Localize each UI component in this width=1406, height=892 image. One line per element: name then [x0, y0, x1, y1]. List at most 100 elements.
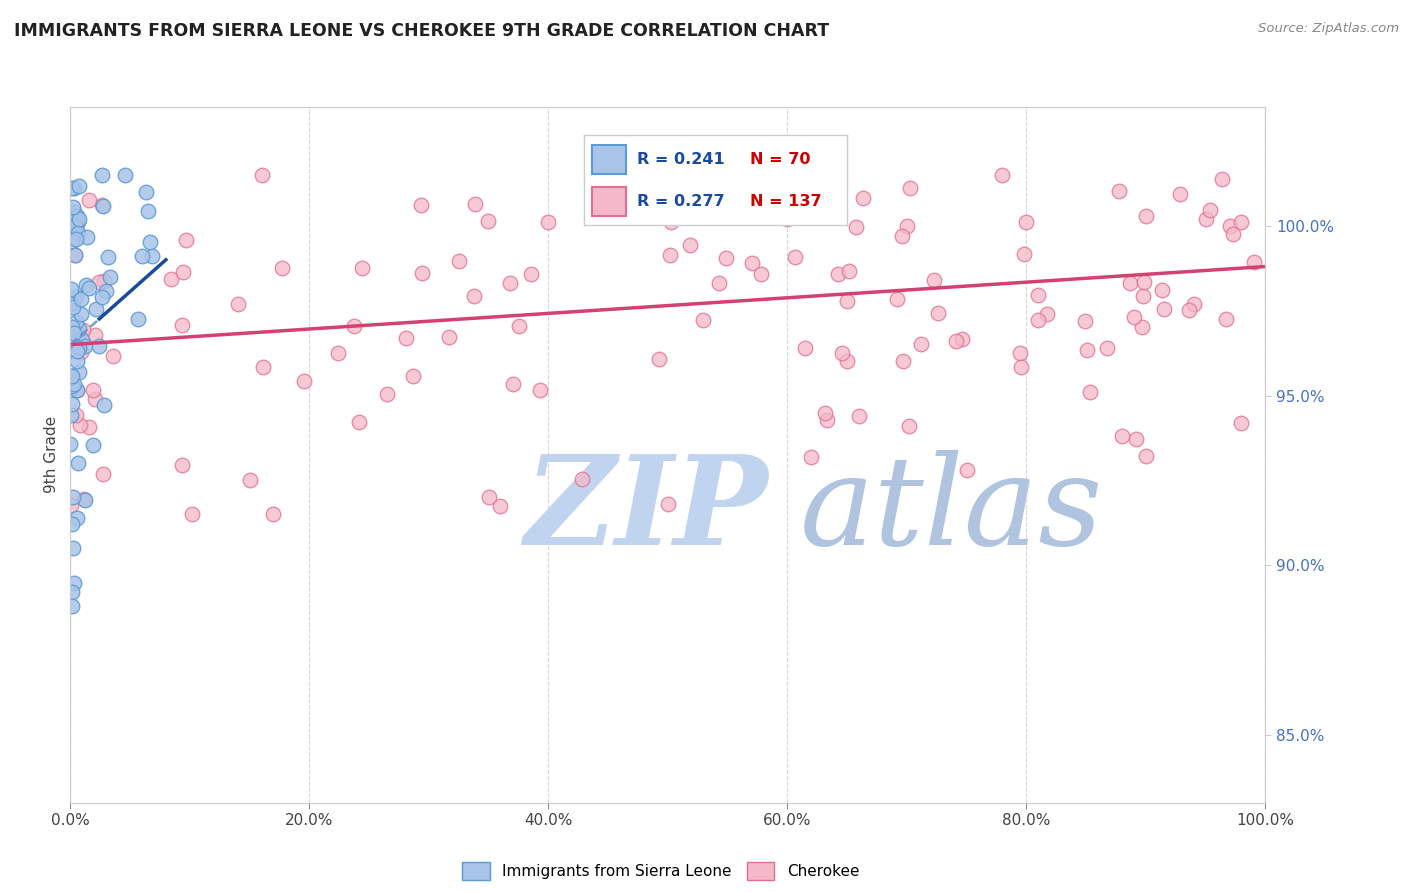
- Point: [60, 397, 83, 411]
- Point: [63, 326, 86, 341]
- Point: [180, 508, 202, 522]
- Point: [65, 408, 87, 422]
- Point: [1178, 303, 1201, 318]
- Point: [1243, 255, 1265, 269]
- Point: [402, 368, 425, 383]
- Point: [783, 250, 806, 264]
- Point: [945, 334, 967, 348]
- Point: [66, 215, 89, 229]
- Point: [1153, 301, 1175, 316]
- Point: [478, 491, 501, 505]
- Point: [449, 253, 471, 268]
- Point: [898, 419, 921, 434]
- Point: [519, 267, 541, 281]
- Point: [75, 492, 97, 507]
- Point: [724, 168, 747, 182]
- Point: [463, 289, 485, 303]
- Point: [751, 267, 773, 281]
- Point: [63, 216, 86, 230]
- Point: [226, 297, 249, 311]
- Text: IMMIGRANTS FROM SIERRA LEONE VS CHEROKEE 9TH GRADE CORRELATION CHART: IMMIGRANTS FROM SIERRA LEONE VS CHEROKEE…: [14, 22, 830, 40]
- Point: [69, 417, 91, 432]
- Point: [1111, 429, 1133, 443]
- Point: [328, 346, 350, 360]
- Point: [172, 318, 194, 332]
- Point: [765, 168, 787, 182]
- Text: Source: ZipAtlas.com: Source: ZipAtlas.com: [1258, 22, 1399, 36]
- Point: [794, 341, 817, 355]
- Point: [60, 181, 83, 195]
- Point: [537, 215, 560, 229]
- Point: [65, 290, 87, 304]
- Point: [1074, 314, 1097, 328]
- Point: [60, 585, 83, 599]
- Point: [411, 266, 433, 280]
- Point: [1222, 227, 1244, 241]
- Point: [77, 193, 100, 207]
- Point: [395, 331, 418, 345]
- Point: [571, 472, 593, 486]
- Point: [477, 214, 499, 228]
- Point: [131, 249, 153, 263]
- Point: [489, 499, 512, 513]
- Point: [827, 268, 849, 282]
- Point: [1028, 288, 1050, 302]
- Point: [66, 383, 89, 397]
- Point: [707, 276, 730, 290]
- Point: [127, 312, 149, 326]
- Point: [160, 272, 183, 286]
- Point: [891, 229, 914, 244]
- Point: [66, 344, 89, 359]
- Point: [922, 273, 945, 287]
- Point: [252, 168, 274, 182]
- Point: [741, 256, 763, 270]
- Point: [464, 196, 486, 211]
- Point: [375, 387, 398, 401]
- Point: [62, 377, 84, 392]
- Point: [956, 463, 979, 477]
- Point: [1010, 360, 1032, 375]
- Point: [499, 276, 522, 290]
- Point: [176, 233, 198, 247]
- Point: [502, 376, 524, 391]
- Point: [292, 374, 315, 388]
- Point: [529, 383, 551, 397]
- Point: [70, 344, 93, 359]
- Point: [73, 339, 96, 353]
- Point: [67, 178, 90, 193]
- Point: [63, 247, 86, 261]
- Point: [93, 398, 115, 412]
- Point: [659, 215, 682, 229]
- Point: [59, 297, 82, 311]
- Point: [748, 176, 770, 190]
- Point: [648, 351, 671, 366]
- Point: [67, 341, 90, 355]
- Point: [845, 219, 868, 234]
- Point: [1182, 297, 1205, 311]
- FancyBboxPatch shape: [592, 187, 626, 216]
- Point: [62, 576, 84, 591]
- Point: [1119, 276, 1142, 290]
- Point: [60, 369, 83, 384]
- Point: [65, 248, 87, 262]
- Point: [349, 415, 371, 429]
- Point: [69, 293, 91, 307]
- Point: [62, 517, 84, 532]
- Point: [1036, 307, 1059, 321]
- Point: [658, 248, 681, 262]
- Point: [67, 322, 90, 336]
- Point: [831, 346, 853, 360]
- Point: [1219, 219, 1241, 233]
- Point: [838, 263, 860, 277]
- Point: [91, 199, 114, 213]
- Point: [437, 330, 460, 344]
- Point: [896, 219, 918, 233]
- Point: [67, 365, 90, 379]
- Point: [65, 383, 87, 397]
- Point: [82, 383, 104, 397]
- Point: [927, 305, 949, 319]
- Point: [671, 205, 693, 219]
- Point: [84, 301, 107, 316]
- Point: [60, 378, 83, 392]
- Point: [66, 209, 89, 223]
